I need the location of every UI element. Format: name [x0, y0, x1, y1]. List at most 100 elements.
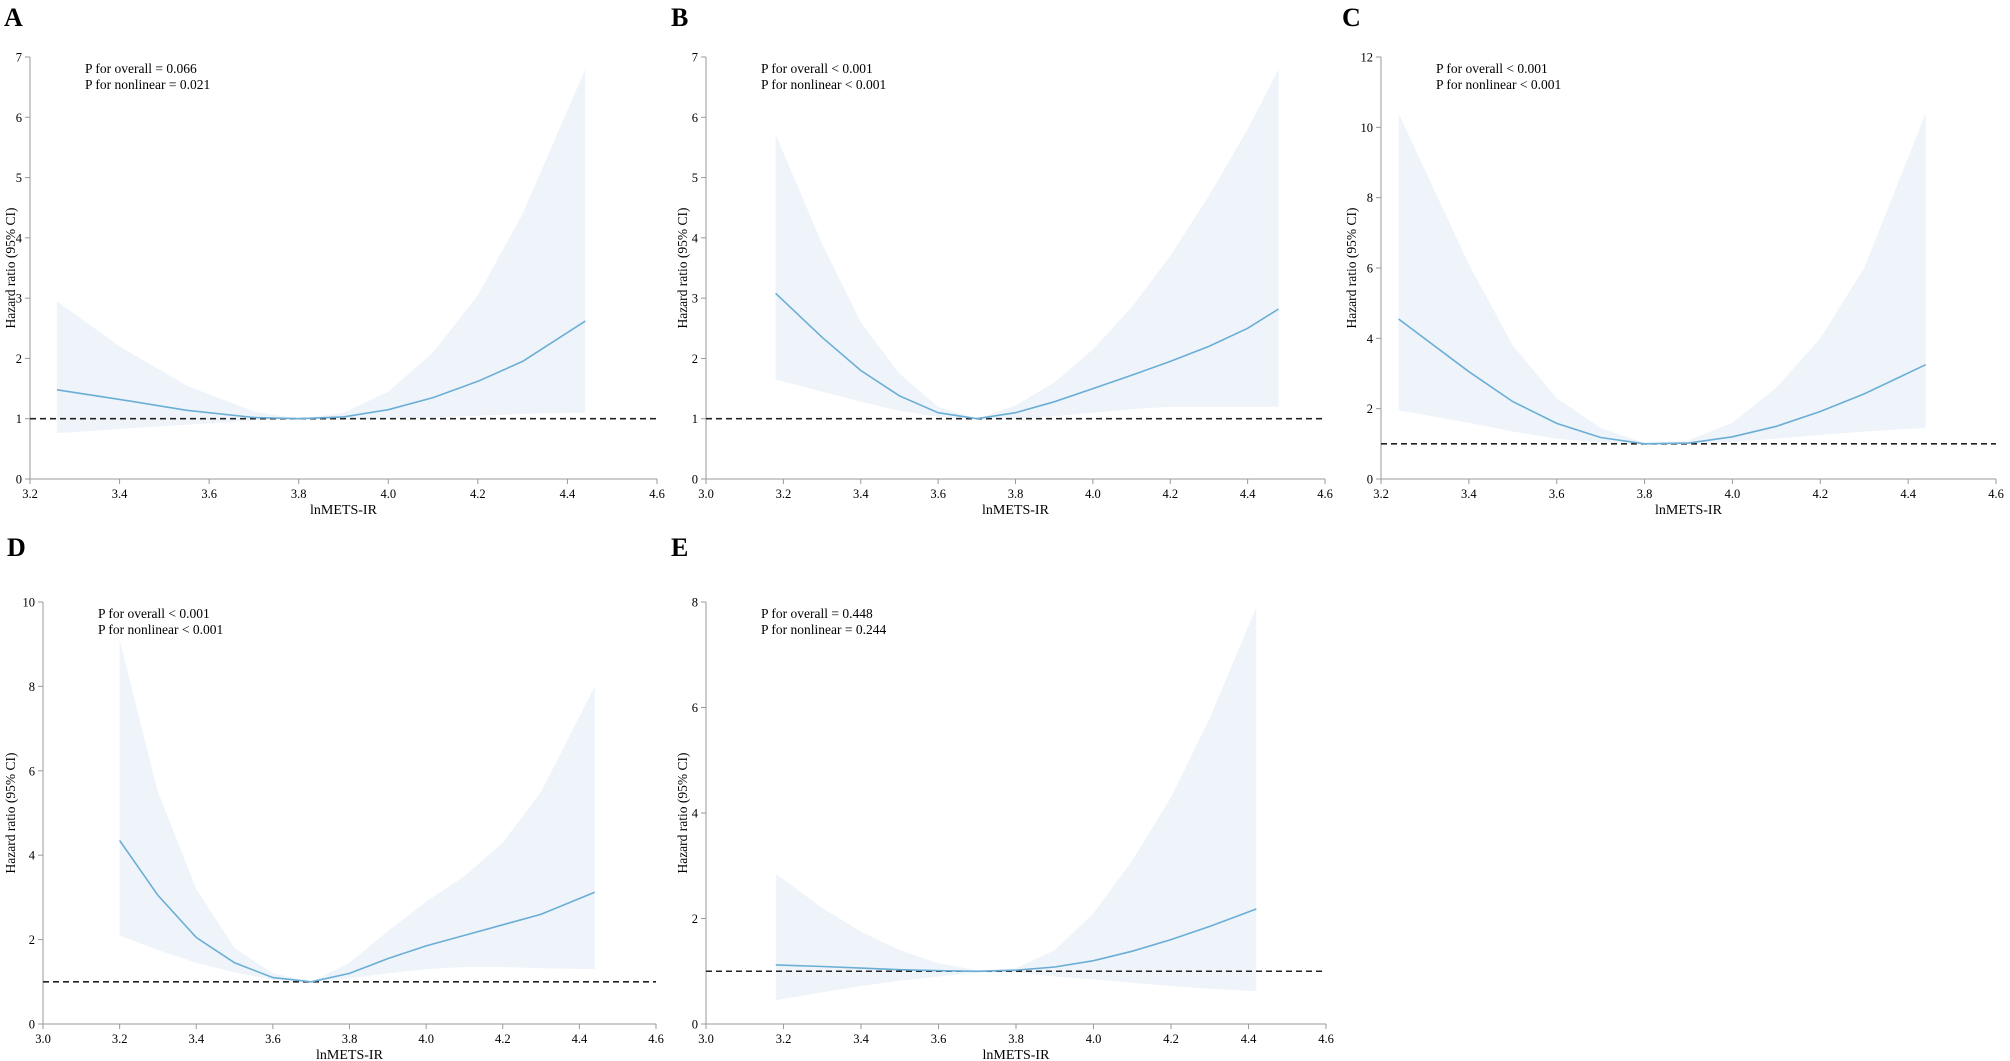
x-axis-label: lnMETS-IR: [310, 503, 378, 518]
confidence-band: [775, 607, 1257, 1001]
x-tick-label: 3.0: [35, 1032, 51, 1046]
y-axis-label: Hazard ratio (95% CI): [3, 207, 18, 328]
panel-letter: A: [4, 3, 23, 32]
y-tick-label: 12: [1361, 51, 1374, 65]
x-tick-label: 3.6: [201, 487, 217, 501]
y-tick-label: 2: [29, 933, 35, 947]
x-tick-label: 4.2: [1812, 487, 1828, 501]
y-tick-label: 0: [692, 1018, 698, 1032]
y-tick-label: 7: [692, 51, 698, 65]
panel-letter: D: [7, 533, 26, 562]
y-axis-label: Hazard ratio (95% CI): [675, 207, 690, 328]
y-tick-label: 1: [692, 412, 698, 426]
x-tick-label: 3.8: [342, 1032, 358, 1046]
y-tick-label: 4: [692, 231, 699, 245]
y-tick-label: 10: [23, 596, 36, 610]
x-tick-label: 3.2: [1373, 487, 1389, 501]
y-tick-label: 0: [16, 473, 22, 487]
x-tick-label: 3.4: [853, 1032, 869, 1046]
y-tick-label: 10: [1361, 121, 1374, 135]
hazard-ratio-line: [775, 908, 1257, 973]
y-tick-label: 4: [692, 807, 699, 821]
x-tick-label: 3.6: [931, 1032, 947, 1046]
hazard-ratio-line: [56, 320, 586, 420]
y-tick-label: 3: [692, 292, 698, 306]
confidence-band: [56, 69, 586, 434]
panel-a: A 0 1 2 3 4 5 6 7 3.2 3.4 3.6 3.8 4.0 4.2 4.4 4.6 lnMETS-…: [3, 3, 665, 518]
y-tick-label: 2: [1367, 402, 1373, 416]
x-tick-label: 4.4: [1240, 487, 1256, 501]
y-tick-label: 4: [16, 231, 23, 245]
x-tick-label: 3.4: [853, 487, 869, 501]
x-tick-label: 3.2: [776, 487, 792, 501]
x-tick-label: 3.8: [1008, 487, 1024, 501]
p-value-annotation: P for nonlinear < 0.001: [1436, 77, 1561, 92]
x-tick-label: 4.0: [380, 487, 396, 501]
panel-c: C 0 2 4 6 8 10 12 3.2 3.4 3.6 3.8 4.0 4.2 4.4 4.6 lnMETS…: [1342, 3, 2004, 518]
hazard-ratio-line: [1398, 318, 1927, 445]
y-axis-label: Hazard ratio (95% CI): [3, 752, 18, 873]
x-tick-label: 3.2: [112, 1032, 128, 1046]
x-tick-label: 4.0: [1085, 487, 1101, 501]
p-value-annotation: P for overall < 0.001: [761, 61, 873, 76]
panel-letter: C: [1342, 3, 1361, 32]
panel-d: D 0 2 4 6 8 10 3.0 3.2 3.4 3.6 3.8 4.0 4.2 4.4 4.6 lnMET…: [3, 533, 664, 1061]
x-tick-label: 3.8: [1008, 1032, 1024, 1046]
y-tick-label: 6: [692, 701, 698, 715]
x-tick-label: 4.0: [418, 1032, 434, 1046]
p-value-annotation: P for nonlinear < 0.001: [98, 622, 223, 637]
hazard-ratio-line: [775, 292, 1280, 420]
x-tick-label: 3.6: [930, 487, 946, 501]
y-tick-label: 1: [16, 412, 22, 426]
x-tick-label: 4.6: [1988, 487, 2004, 501]
y-tick-label: 8: [692, 596, 698, 610]
x-tick-label: 3.4: [188, 1032, 204, 1046]
y-tick-label: 6: [29, 764, 35, 778]
panel-e: E 0 2 4 6 8 3.0 3.2 3.4 3.6 3.8 4.0 4.2 4.4 4.6 lnMETS-…: [671, 533, 1334, 1061]
y-tick-label: 6: [16, 111, 22, 125]
y-tick-label: 0: [1367, 473, 1373, 487]
x-axis-label: lnMETS-IR: [1655, 503, 1723, 518]
x-axis-label: lnMETS-IR: [316, 1048, 384, 1061]
p-value-annotation: P for overall < 0.001: [98, 606, 210, 621]
x-tick-label: 4.4: [1900, 487, 1916, 501]
p-value-annotation: P for nonlinear < 0.001: [761, 77, 886, 92]
y-tick-label: 3: [16, 292, 22, 306]
y-tick-label: 7: [16, 51, 22, 65]
confidence-band: [775, 69, 1279, 419]
x-axis-label: lnMETS-IR: [983, 1048, 1051, 1061]
x-tick-label: 4.6: [1317, 487, 1333, 501]
x-tick-label: 4.0: [1086, 1032, 1102, 1046]
panel-letter: E: [671, 533, 688, 562]
x-tick-label: 3.0: [698, 1032, 714, 1046]
x-tick-label: 4.2: [495, 1032, 511, 1046]
y-tick-label: 0: [692, 473, 698, 487]
y-axis-label: Hazard ratio (95% CI): [1344, 207, 1359, 328]
y-tick-label: 0: [29, 1018, 35, 1032]
y-tick-label: 2: [16, 352, 22, 366]
p-value-annotation: P for nonlinear = 0.021: [85, 77, 210, 92]
y-tick-label: 4: [29, 849, 36, 863]
y-tick-label: 5: [692, 171, 698, 185]
x-tick-label: 3.2: [22, 487, 38, 501]
x-tick-label: 4.4: [1241, 1032, 1257, 1046]
x-axis-label: lnMETS-IR: [982, 503, 1050, 518]
p-value-annotation: P for nonlinear = 0.244: [761, 622, 886, 637]
x-tick-label: 3.0: [698, 487, 714, 501]
y-tick-label: 2: [692, 912, 698, 926]
panel-letter: B: [671, 3, 688, 32]
x-tick-label: 3.6: [265, 1032, 281, 1046]
x-tick-label: 4.2: [1163, 1032, 1179, 1046]
confidence-band: [1398, 113, 1926, 444]
x-tick-label: 4.2: [470, 487, 486, 501]
y-axis-label: Hazard ratio (95% CI): [675, 752, 690, 873]
x-tick-label: 3.4: [112, 487, 128, 501]
x-tick-label: 3.4: [1461, 487, 1477, 501]
x-tick-label: 4.4: [572, 1032, 588, 1046]
x-tick-label: 4.6: [648, 1032, 664, 1046]
y-tick-label: 6: [1367, 262, 1373, 276]
x-tick-label: 4.6: [649, 487, 665, 501]
x-tick-label: 4.4: [560, 487, 576, 501]
hazard-ratio-line: [118, 839, 596, 983]
